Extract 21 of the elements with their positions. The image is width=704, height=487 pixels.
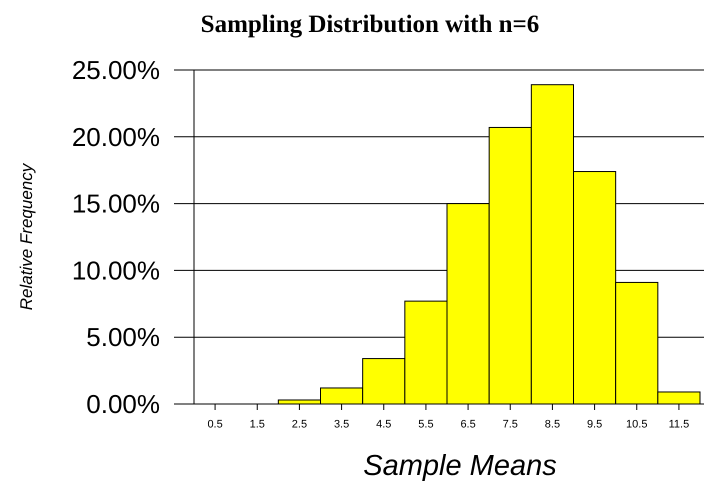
x-tick-label: 1.5: [250, 418, 265, 430]
x-tick-label: 8.5: [544, 418, 560, 430]
y-tick-label: 5.00%: [86, 322, 160, 352]
y-axis-title: Relative Frequency: [17, 162, 36, 310]
y-tick-label: 25.00%: [72, 55, 160, 85]
x-tick-label: 9.5: [586, 418, 602, 430]
x-tick-label: 4.5: [376, 418, 392, 430]
x-tick-label: 10.5: [626, 418, 648, 430]
x-axis-title: Sample Means: [363, 450, 557, 482]
x-tick-label: 0.5: [207, 418, 223, 430]
y-tick-label: 20.00%: [72, 122, 160, 152]
y-tick-label: 0.00%: [86, 389, 160, 419]
y-tick-label: 10.00%: [72, 255, 160, 286]
x-tick-label: 2.5: [292, 418, 308, 430]
x-tick-label: 7.5: [502, 418, 518, 430]
x-tick-label: 11.5: [668, 418, 690, 430]
chart-title: Sampling Distribution with n=6: [200, 11, 540, 38]
y-tick-label: 15.00%: [72, 188, 160, 219]
x-tick-label: 3.5: [334, 418, 350, 430]
x-tick-label: 5.5: [418, 418, 434, 430]
x-tick-label: 6.5: [460, 418, 476, 430]
